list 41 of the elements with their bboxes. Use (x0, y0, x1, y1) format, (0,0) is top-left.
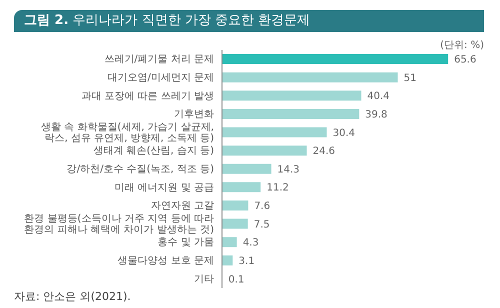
data-label: 65.6 (454, 54, 476, 66)
annotation: (단위: %) (440, 39, 484, 52)
chart-title: 그림 2. 우리나라가 직면한 가장 중요한 환경문제 (14, 10, 484, 32)
y-tick-label: 기타 (194, 273, 214, 284)
y-tick-label: 강/하천/호수 수질(녹조, 적조 등) (66, 164, 214, 174)
data-label: 30.4 (332, 128, 356, 139)
y-tick-label: 대기오염/미세먼지 문제 (107, 72, 214, 83)
y-tick-label: 미래 에너지원 및 공급 (114, 182, 214, 193)
y-tick-label: 과대 포장에 따른 쓰레기 발생 (81, 90, 214, 102)
text: 자료: 안소은 외(2021). (14, 289, 131, 304)
bar (222, 146, 307, 156)
data-label: 4.3 (242, 238, 259, 249)
bar (222, 200, 248, 210)
data-label: 3.1 (238, 256, 255, 267)
bar (222, 164, 272, 174)
bar (222, 72, 398, 82)
bar (222, 255, 233, 266)
bar (222, 182, 261, 192)
data-label: 51 (404, 72, 417, 84)
bar (222, 108, 360, 119)
data-label: 24.6 (312, 146, 336, 158)
data-label: 7.6 (254, 201, 270, 212)
bar (222, 218, 248, 229)
y-tick-label: 환경 불평등(소득이나 거주 지역 등에 따라 환경의 피해나 혜택에 차이가 발생하는 것) (24, 212, 214, 235)
data-label: 14.3 (277, 164, 300, 176)
data-label: 11.2 (266, 182, 289, 194)
data-label: 39.8 (365, 110, 388, 120)
y-tick-label: 홍수 및 가뭄 (158, 236, 214, 248)
y-tick-label: 생태계 훼손(산림, 습지 등) (93, 145, 214, 156)
y-tick-label: 자연자원 고갈 (150, 200, 214, 212)
bar (222, 90, 362, 101)
bar (222, 127, 327, 138)
data-label: 40.4 (367, 91, 390, 102)
bar (222, 54, 448, 64)
y-tick-label: 기후변화 (174, 108, 214, 120)
y-tick-label: 생물다양성 보호 문제 (118, 255, 214, 266)
bar (222, 237, 237, 248)
data-label: 0.1 (228, 274, 244, 286)
y-tick-label: 생활 속 화학물질(세제, 가습기 살균제, 락스, 섬유 유연제, 방향제, 소독제 등) (41, 121, 214, 144)
y-tick-label: 쓰레기/폐기물 처리 문제 (104, 54, 214, 65)
data-label: 7.5 (254, 219, 270, 230)
